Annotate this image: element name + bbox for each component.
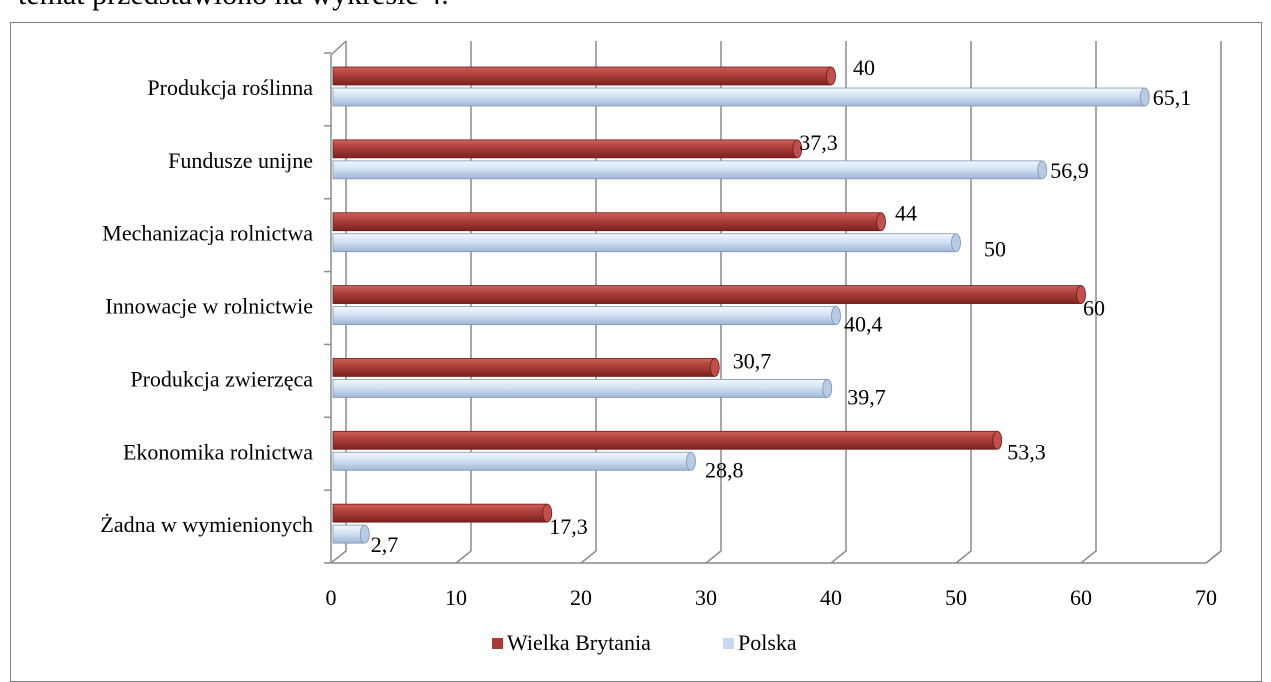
x-tick-label: 0 xyxy=(326,585,337,610)
data-label-wielka-brytania: 30,7 xyxy=(733,348,772,373)
bar-wielka-brytania xyxy=(332,503,553,523)
data-label-polska: 65,1 xyxy=(1153,85,1192,110)
data-label-polska: 40,4 xyxy=(844,312,883,337)
legend-swatch-polska xyxy=(723,638,734,649)
bar-polska xyxy=(332,524,370,544)
data-label-polska: 56,9 xyxy=(1050,158,1089,183)
bar-polska xyxy=(332,87,1150,107)
gridline xyxy=(955,41,972,564)
page-top-text: temat przedstawiono na wykresie 4. xyxy=(18,0,449,12)
data-label-polska: 39,7 xyxy=(847,384,886,409)
legend-label-polska: Polska xyxy=(738,630,797,655)
category-label: Mechanizacja rolnictwa xyxy=(102,221,313,246)
data-label-wielka-brytania: 60 xyxy=(1083,296,1105,321)
chart-frame: 0 10 20 30 40 50 60 70 Produkcja roślinna 40 65,1 F… xyxy=(10,22,1262,682)
bar-polska xyxy=(332,233,961,253)
data-label-polska: 2,7 xyxy=(371,532,399,557)
bar-polska xyxy=(332,306,841,325)
gridline xyxy=(1080,41,1097,564)
data-label-wielka-brytania: 53,3 xyxy=(1007,439,1046,464)
bar-wielka-brytania xyxy=(332,430,1003,450)
gridline xyxy=(580,41,597,564)
legend: Wielka Brytania Polska xyxy=(492,630,797,655)
data-label-polska: 28,8 xyxy=(705,457,744,482)
y-axis-line xyxy=(330,40,347,563)
category-label: Innowacje w rolnictwie xyxy=(105,294,313,319)
category-label: Produkcja roślinna xyxy=(147,75,313,100)
bar-wielka-brytania xyxy=(332,285,1086,304)
labels-layer: 0 10 20 30 40 50 60 70 Produkcja roślinna 40 65,1 F… xyxy=(100,55,1217,610)
axis-layer xyxy=(324,40,1222,564)
x-tick-label: 60 xyxy=(1070,585,1092,610)
data-label-wielka-brytania: 44 xyxy=(895,201,917,226)
bar-polska xyxy=(332,451,696,471)
gridline xyxy=(455,41,472,564)
bar-polska xyxy=(332,379,833,398)
x-tick-label: 20 xyxy=(570,585,592,610)
x-tick-label: 30 xyxy=(695,585,717,610)
category-label: Żadna w wymienionych xyxy=(100,512,313,537)
bar-polska xyxy=(332,160,1048,180)
category-label: Produkcja zwierzęca xyxy=(130,366,313,391)
gridline xyxy=(330,41,347,564)
x-tick-label: 10 xyxy=(445,585,467,610)
bar-wielka-brytania xyxy=(332,358,720,377)
data-label-wielka-brytania: 37,3 xyxy=(799,130,838,155)
gridline xyxy=(830,41,847,564)
category-label: Fundusze unijne xyxy=(168,148,313,173)
grid-layer xyxy=(330,41,1222,564)
bar-chart: 0 10 20 30 40 50 60 70 Produkcja roślinna 40 65,1 F… xyxy=(100,40,1222,655)
gridline xyxy=(705,41,722,564)
x-tick-label: 50 xyxy=(945,585,967,610)
bar-wielka-brytania xyxy=(332,139,803,159)
legend-label-wielka-brytania: Wielka Brytania xyxy=(507,630,651,655)
gridline xyxy=(1205,41,1222,564)
x-tick-label: 40 xyxy=(820,585,842,610)
data-label-polska: 50 xyxy=(984,237,1006,262)
x-tick-label: 70 xyxy=(1195,585,1217,610)
bar-wielka-brytania xyxy=(332,212,886,232)
data-label-wielka-brytania: 17,3 xyxy=(549,514,588,539)
data-label-wielka-brytania: 40 xyxy=(853,55,875,80)
x-axis-line xyxy=(331,550,1222,564)
legend-swatch-wielka-brytania xyxy=(492,638,503,649)
bars-layer xyxy=(332,66,1150,544)
bar-wielka-brytania xyxy=(332,66,836,86)
category-label: Ekonomika rolnictwa xyxy=(123,439,313,464)
